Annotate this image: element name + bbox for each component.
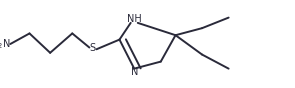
Text: N: N [130, 67, 138, 77]
Text: S: S [90, 43, 96, 53]
Text: H$_2$N: H$_2$N [0, 37, 10, 51]
Text: NH: NH [127, 14, 142, 24]
